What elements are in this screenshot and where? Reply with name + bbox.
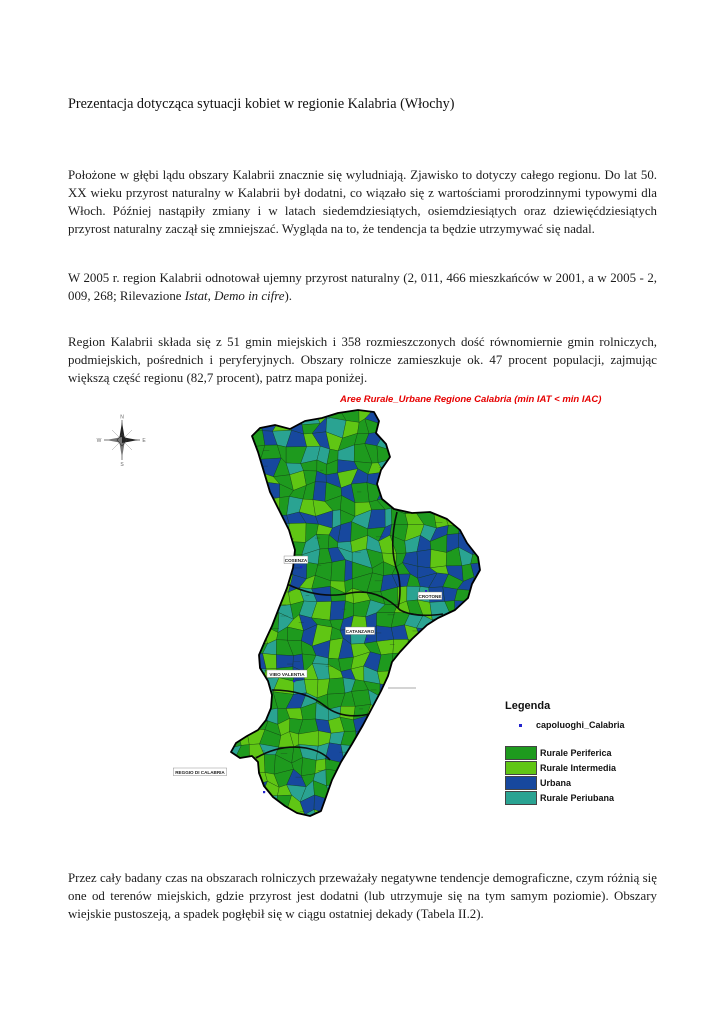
legend-row-rurale-periubana: Rurale Periubana [505,790,665,805]
compass-n-label: N [120,415,124,421]
legend-row-urbana: Urbana [505,775,665,790]
map-city-label: COSENZA [283,555,309,564]
capital-point-icon [519,723,522,727]
legend-header: Legenda [505,700,551,712]
compass-w-label: W [97,438,102,444]
legend-label-rurale-periubana: Rurale Periubana [540,792,615,803]
legend-label-rurale-intermedia: Rurale Intermedia [540,762,617,773]
legend-row-rurale-periferica: Rurale Periferica [505,745,665,760]
map-city-label: CROTONE [417,591,443,600]
legend-items: Rurale Periferica Rurale Intermedia Urba… [505,745,665,805]
legend-row-rurale-intermedia: Rurale Intermedia [505,760,665,775]
paragraph-rural-trends: Przez cały badany czas na obszarach roln… [68,870,657,922]
svg-text:CROTONE: CROTONE [419,594,442,599]
svg-text:COSENZA: COSENZA [285,558,308,563]
map-city-label: VIBO VALENTIA [266,669,308,678]
svg-text:VIBO VALENTIA: VIBO VALENTIA [269,672,305,677]
map-title: Aree Rurale_Urbane Regione Calabria (min… [340,394,602,405]
map-legend: Legenda capoluoghi_Calabria Rurale Perif… [505,700,665,805]
map-city-label: REGGIO DI CALABRIA [172,767,227,776]
map-city-label: CATANZARO [345,626,375,635]
paragraph-municipalities: Region Kalabrii składa się z 51 gmin mie… [68,334,657,386]
swatch-urbana [505,775,537,790]
svg-text:CATANZARO: CATANZARO [346,629,375,634]
compass-e-label: E [142,438,146,444]
legend-point-item: capoluoghi_Calabria [519,720,665,730]
source-citation-italic: Istat, Demo in cifre [184,288,285,303]
swatch-rurale-periubana [505,790,537,805]
legend-label-urbana: Urbana [540,777,572,788]
compass-s-label: S [120,462,124,467]
paragraph-population-2005: W 2005 r. region Kalabrii odnotował ujem… [68,269,657,305]
calabria-choropleth-map: COSENZA CROTONE CATANZARO VIBO VALENTIA REGG… [172,409,481,817]
compass-rose-icon: N E S W [97,415,147,468]
page-title: Prezentacja dotycząca sytuacji kobiet w … [68,95,455,112]
legend-point-label: capoluoghi_Calabria [536,720,625,730]
paragraph-demography: Położone w głębi lądu obszary Kalabrii z… [68,167,657,237]
legend-label-rurale-periferica: Rurale Periferica [540,747,612,758]
swatch-rurale-intermedia [505,760,537,775]
svg-text:REGGIO DI CALABRIA: REGGIO DI CALABRIA [175,770,225,775]
swatch-rurale-periferica [505,745,537,760]
paragraph-2005-text: W 2005 r. region Kalabrii odnotował ujem… [68,270,657,303]
paragraph-2005-close: ). [284,288,292,303]
